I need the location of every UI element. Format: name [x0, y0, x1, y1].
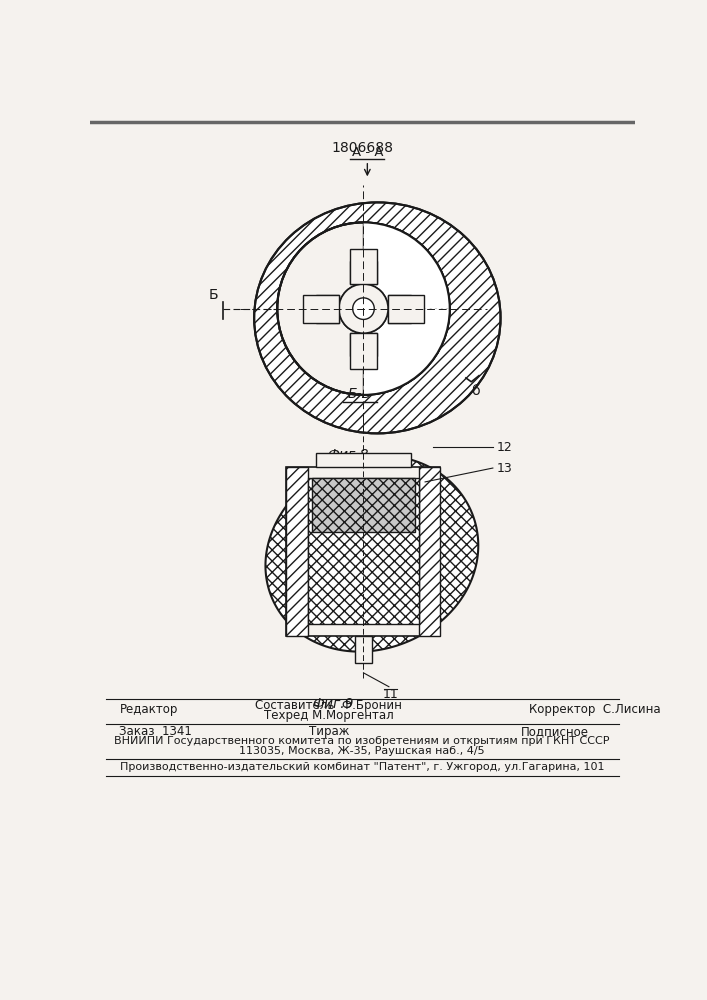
Polygon shape	[265, 456, 478, 652]
Bar	[312, 478, 415, 532]
Bar	[350, 249, 378, 284]
Circle shape	[277, 222, 450, 395]
Bar	[350, 261, 378, 284]
Bar	[351, 250, 376, 261]
Bar	[286, 466, 440, 636]
Wedge shape	[363, 222, 450, 309]
Text: ВНИИПИ Государственного комитета по изобретениям и открытиям при ГКНТ СССР: ВНИИПИ Государственного комитета по изоб…	[115, 736, 609, 746]
Text: Фиг.8: Фиг.8	[327, 448, 369, 462]
Bar	[316, 453, 411, 466]
Bar	[350, 333, 378, 369]
Text: Тираж: Тираж	[309, 725, 349, 738]
Bar	[419, 466, 440, 636]
Text: Заказ  1341: Заказ 1341	[119, 725, 192, 738]
Bar	[388, 295, 423, 323]
Text: Фиг.9: Фиг.9	[312, 697, 354, 711]
Text: 13: 13	[497, 462, 513, 475]
Text: б: б	[471, 384, 479, 398]
Bar	[351, 356, 376, 367]
Bar	[286, 466, 308, 636]
Text: А - А: А - А	[351, 145, 383, 158]
Circle shape	[353, 298, 374, 319]
Bar	[316, 295, 339, 323]
Circle shape	[339, 284, 388, 333]
Bar	[305, 296, 316, 321]
Text: 12: 12	[497, 441, 513, 454]
Bar	[388, 295, 411, 323]
Bar	[411, 296, 422, 321]
Bar	[355, 636, 372, 663]
Bar	[303, 295, 339, 323]
Text: Б-Б: Б-Б	[348, 387, 372, 401]
Bar	[350, 333, 378, 356]
Text: 1806688: 1806688	[331, 141, 393, 155]
Text: Б: Б	[209, 288, 218, 302]
Text: Редактор: Редактор	[119, 703, 177, 716]
Ellipse shape	[254, 202, 501, 433]
Text: Производственно-издательский комбинат "Патент", г. Ужгород, ул.Гагарина, 101: Производственно-издательский комбинат "П…	[119, 762, 604, 772]
Text: Подписное: Подписное	[521, 725, 590, 738]
Text: Техред М.Моргентал: Техред М.Моргентал	[264, 709, 394, 722]
Circle shape	[339, 284, 388, 333]
Text: 11: 11	[382, 688, 398, 701]
Circle shape	[353, 298, 374, 319]
Wedge shape	[363, 222, 450, 395]
Text: 113035, Москва, Ж-35, Раушская наб., 4/5: 113035, Москва, Ж-35, Раушская наб., 4/5	[239, 746, 485, 756]
Text: Корректор  С.Лисина: Корректор С.Лисина	[529, 703, 660, 716]
Bar	[308, 478, 419, 624]
Wedge shape	[363, 309, 450, 395]
Text: Составитель  Ф.Бронин: Составитель Ф.Бронин	[255, 699, 402, 712]
